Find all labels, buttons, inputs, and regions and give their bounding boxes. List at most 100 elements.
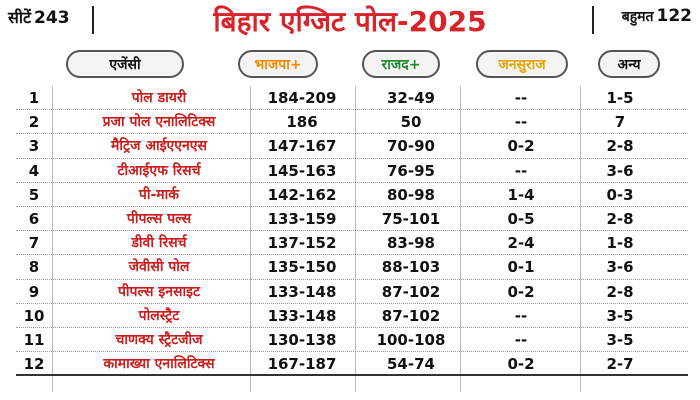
column-header-bjp: भाजपा+	[238, 50, 318, 78]
row-number: 5	[28, 185, 40, 204]
bjp-seats: 147-167	[267, 137, 337, 156]
agency-name: कामाख्या एनालिटिक्स	[103, 356, 215, 373]
bjp-seats: 133-148	[267, 282, 337, 301]
bjp-seats: 184-209	[267, 89, 337, 107]
column-header-others: अन्य	[598, 50, 660, 78]
jansuraaj-seats: --	[514, 330, 528, 349]
table-row: 12 कामाख्या एनालिटिक्स 167-187 54-74 0-2 2-7	[16, 352, 688, 377]
others-seats: 3-5	[606, 330, 634, 349]
bjp-seats: 186	[286, 113, 318, 132]
rjd-seats: 75-101	[381, 209, 441, 228]
others-seats: 3-6	[606, 258, 634, 277]
jansuraaj-seats: 2-4	[507, 234, 535, 253]
table-row: 6 पीपल्स पल्स 133-159 75-101 0-5 2-8	[16, 207, 688, 232]
jansuraaj-seats: 0-2	[507, 137, 535, 156]
rjd-seats: 87-102	[381, 282, 441, 301]
bjp-seats: 137-152	[267, 234, 337, 253]
majority-value: 122	[656, 6, 693, 26]
others-seats: 7	[614, 113, 626, 132]
others-seats: 2-7	[606, 355, 634, 374]
column-header-rjd: राजद+	[362, 50, 440, 78]
table-row: 2 प्रजा पोल एनालिटिक्स 186 50 -- 7	[16, 110, 688, 135]
agency-name: डीवी रिसर्च	[131, 235, 187, 252]
column-divider	[250, 86, 251, 392]
row-number: 11	[23, 330, 45, 349]
row-number: 8	[28, 258, 40, 277]
jansuraaj-seats: --	[514, 306, 528, 325]
row-number: 7	[28, 234, 40, 253]
row-number: 10	[23, 306, 45, 325]
bjp-seats: 133-148	[267, 306, 337, 325]
rjd-seats: 83-98	[387, 234, 435, 253]
row-number: 1	[28, 89, 40, 107]
rjd-seats: 32-49	[387, 89, 435, 107]
agency-name: प्रजा पोल एनालिटिक्स	[102, 114, 216, 131]
agency-name: पोल डायरी	[131, 90, 187, 106]
seats-total: सीटें 243	[8, 6, 70, 28]
row-number: 9	[28, 282, 40, 301]
others-seats: 3-5	[606, 306, 634, 325]
column-header-agency: एजेंसी	[66, 50, 184, 78]
jansuraaj-seats: 0-5	[507, 209, 535, 228]
agency-name: चाणक्य स्ट्रैटजीज	[115, 331, 203, 348]
agency-name: मैट्रिज आईएएनएस	[111, 138, 207, 155]
table-row: 9 पीपल्स इनसाइट 133-148 87-102 0-2 2-8	[16, 280, 688, 304]
rjd-seats: 100-108	[376, 330, 446, 349]
table-row: 7 डीवी रिसर्च 137-152 83-98 2-4 1-8	[16, 231, 688, 256]
table-row: 11 चाणक्य स्ट्रैटजीज 130-138 100-108 -- 3-5	[16, 328, 688, 353]
agency-name: जेवीसी पोल	[128, 259, 190, 276]
seats-value: 243	[34, 8, 70, 28]
others-seats: 2-8	[606, 209, 634, 228]
others-seats: 1-5	[606, 89, 634, 107]
rjd-seats: 70-90	[387, 137, 435, 156]
exit-poll-table: 1 पोल डायरी 184-209 32-49 -- 1-5 2 प्रजा पोल एन…	[16, 86, 688, 377]
others-seats: 3-6	[606, 161, 634, 180]
others-seats: 0-3	[606, 185, 634, 204]
rjd-seats: 88-103	[381, 258, 441, 277]
table-row: 1 पोल डायरी 184-209 32-49 -- 1-5	[16, 86, 688, 111]
majority-mark: बहुमत 122	[622, 6, 692, 26]
bjp-seats: 133-159	[267, 209, 337, 228]
majority-label: बहुमत	[621, 9, 654, 25]
table-row: 3 मैट्रिज आईएएनएस 147-167 70-90 0-2 2-8	[16, 134, 688, 159]
page-title: बिहार एग्जिट पोल-2025	[213, 5, 487, 38]
jansuraaj-seats: --	[514, 89, 528, 107]
jansuraaj-seats: --	[514, 113, 528, 132]
others-seats: 1-8	[606, 234, 634, 253]
header-divider-right	[592, 6, 594, 34]
table-row: 10 पोलस्ट्रैट 133-148 87-102 -- 3-5	[16, 304, 688, 328]
bjp-seats: 145-163	[267, 161, 337, 180]
row-number: 3	[28, 137, 40, 156]
jansuraaj-seats: 0-2	[507, 282, 535, 301]
column-divider	[580, 86, 581, 392]
rjd-seats: 87-102	[381, 306, 441, 325]
header-divider-left	[92, 6, 94, 34]
row-number: 4	[28, 161, 40, 180]
table-row: 5 पी-मार्क 142-162 80-98 1-4 0-3	[16, 183, 688, 207]
column-divider	[355, 86, 356, 392]
row-number: 2	[28, 113, 40, 132]
jansuraaj-seats: --	[514, 161, 528, 180]
others-seats: 2-8	[606, 282, 634, 301]
jansuraaj-seats: 0-2	[507, 355, 535, 374]
bjp-seats: 135-150	[267, 258, 337, 277]
others-seats: 2-8	[606, 137, 634, 156]
bjp-seats: 142-162	[267, 185, 337, 204]
table-row: 8 जेवीसी पोल 135-150 88-103 0-1 3-6	[16, 255, 688, 280]
seats-label: सीटें	[8, 8, 32, 27]
column-divider	[52, 86, 53, 392]
rjd-seats: 76-95	[387, 161, 435, 180]
table-row: 4 टीआईएफ रिसर्च 145-163 76-95 -- 3-6	[16, 159, 688, 183]
bjp-seats: 130-138	[267, 330, 337, 349]
row-number: 12	[23, 355, 45, 374]
rjd-seats: 50	[400, 113, 422, 132]
column-header-jansuraaj: जनसुराज	[476, 50, 568, 78]
bjp-seats: 167-187	[267, 355, 337, 374]
agency-name: पीपल्स इनसाइट	[117, 283, 200, 300]
jansuraaj-seats: 1-4	[507, 185, 535, 204]
rjd-seats: 80-98	[387, 185, 435, 204]
column-divider	[460, 86, 461, 392]
agency-name: टीआईएफ रिसर्च	[117, 162, 201, 179]
rjd-seats: 54-74	[387, 355, 435, 374]
